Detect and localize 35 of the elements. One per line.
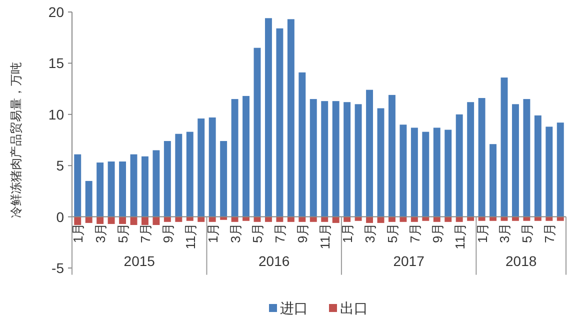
x-tick-label: 1月: [70, 222, 86, 244]
x-tick-label: 7月: [138, 222, 153, 244]
x-tick-label: 7月: [542, 222, 558, 244]
annotation: 2018: [506, 252, 537, 269]
x-tick-label: 1月: [205, 222, 220, 244]
x-tick-label: 9月: [430, 222, 445, 244]
x-tick-label: 5月: [250, 222, 266, 244]
x-tick-label: 3月: [362, 222, 378, 244]
x-tick-label: 3月: [497, 222, 512, 244]
x-tick-label: 11月: [318, 222, 333, 250]
annotation: 2016: [258, 252, 290, 269]
x-tick-label: 9月: [160, 222, 176, 244]
y-tick-label: -5: [52, 260, 64, 276]
x-tick-label: 5月: [384, 222, 400, 244]
x-tick-label: 11月: [452, 222, 468, 250]
y-tick-label: 20: [48, 4, 64, 20]
annotation: 2015: [124, 252, 156, 269]
x-tick-label: 3月: [93, 222, 108, 244]
annotation: 2017: [393, 252, 425, 269]
y-tick-label: 0: [56, 208, 64, 225]
y-axis-title: 冷鲜冻猪肉产品贸易量，万吨: [9, 62, 23, 218]
x-tick-label: 1月: [340, 222, 356, 244]
legend-label: 进口: [280, 300, 308, 316]
x-tick-label: 1月: [474, 222, 490, 244]
legend-label: 出口: [340, 300, 368, 316]
x-tick-label: 3月: [228, 222, 243, 244]
x-tick-label: 5月: [116, 222, 131, 244]
y-tick-label: 10: [48, 106, 64, 122]
y-tick-label: 5: [56, 158, 64, 174]
x-tick-label: 7月: [272, 222, 288, 244]
x-tick-label: 5月: [520, 222, 535, 244]
x-tick-label: 9月: [295, 222, 310, 244]
y-tick-label: 15: [48, 55, 64, 72]
x-tick-label: 7月: [407, 222, 422, 244]
x-tick-label: 11月: [182, 222, 198, 250]
